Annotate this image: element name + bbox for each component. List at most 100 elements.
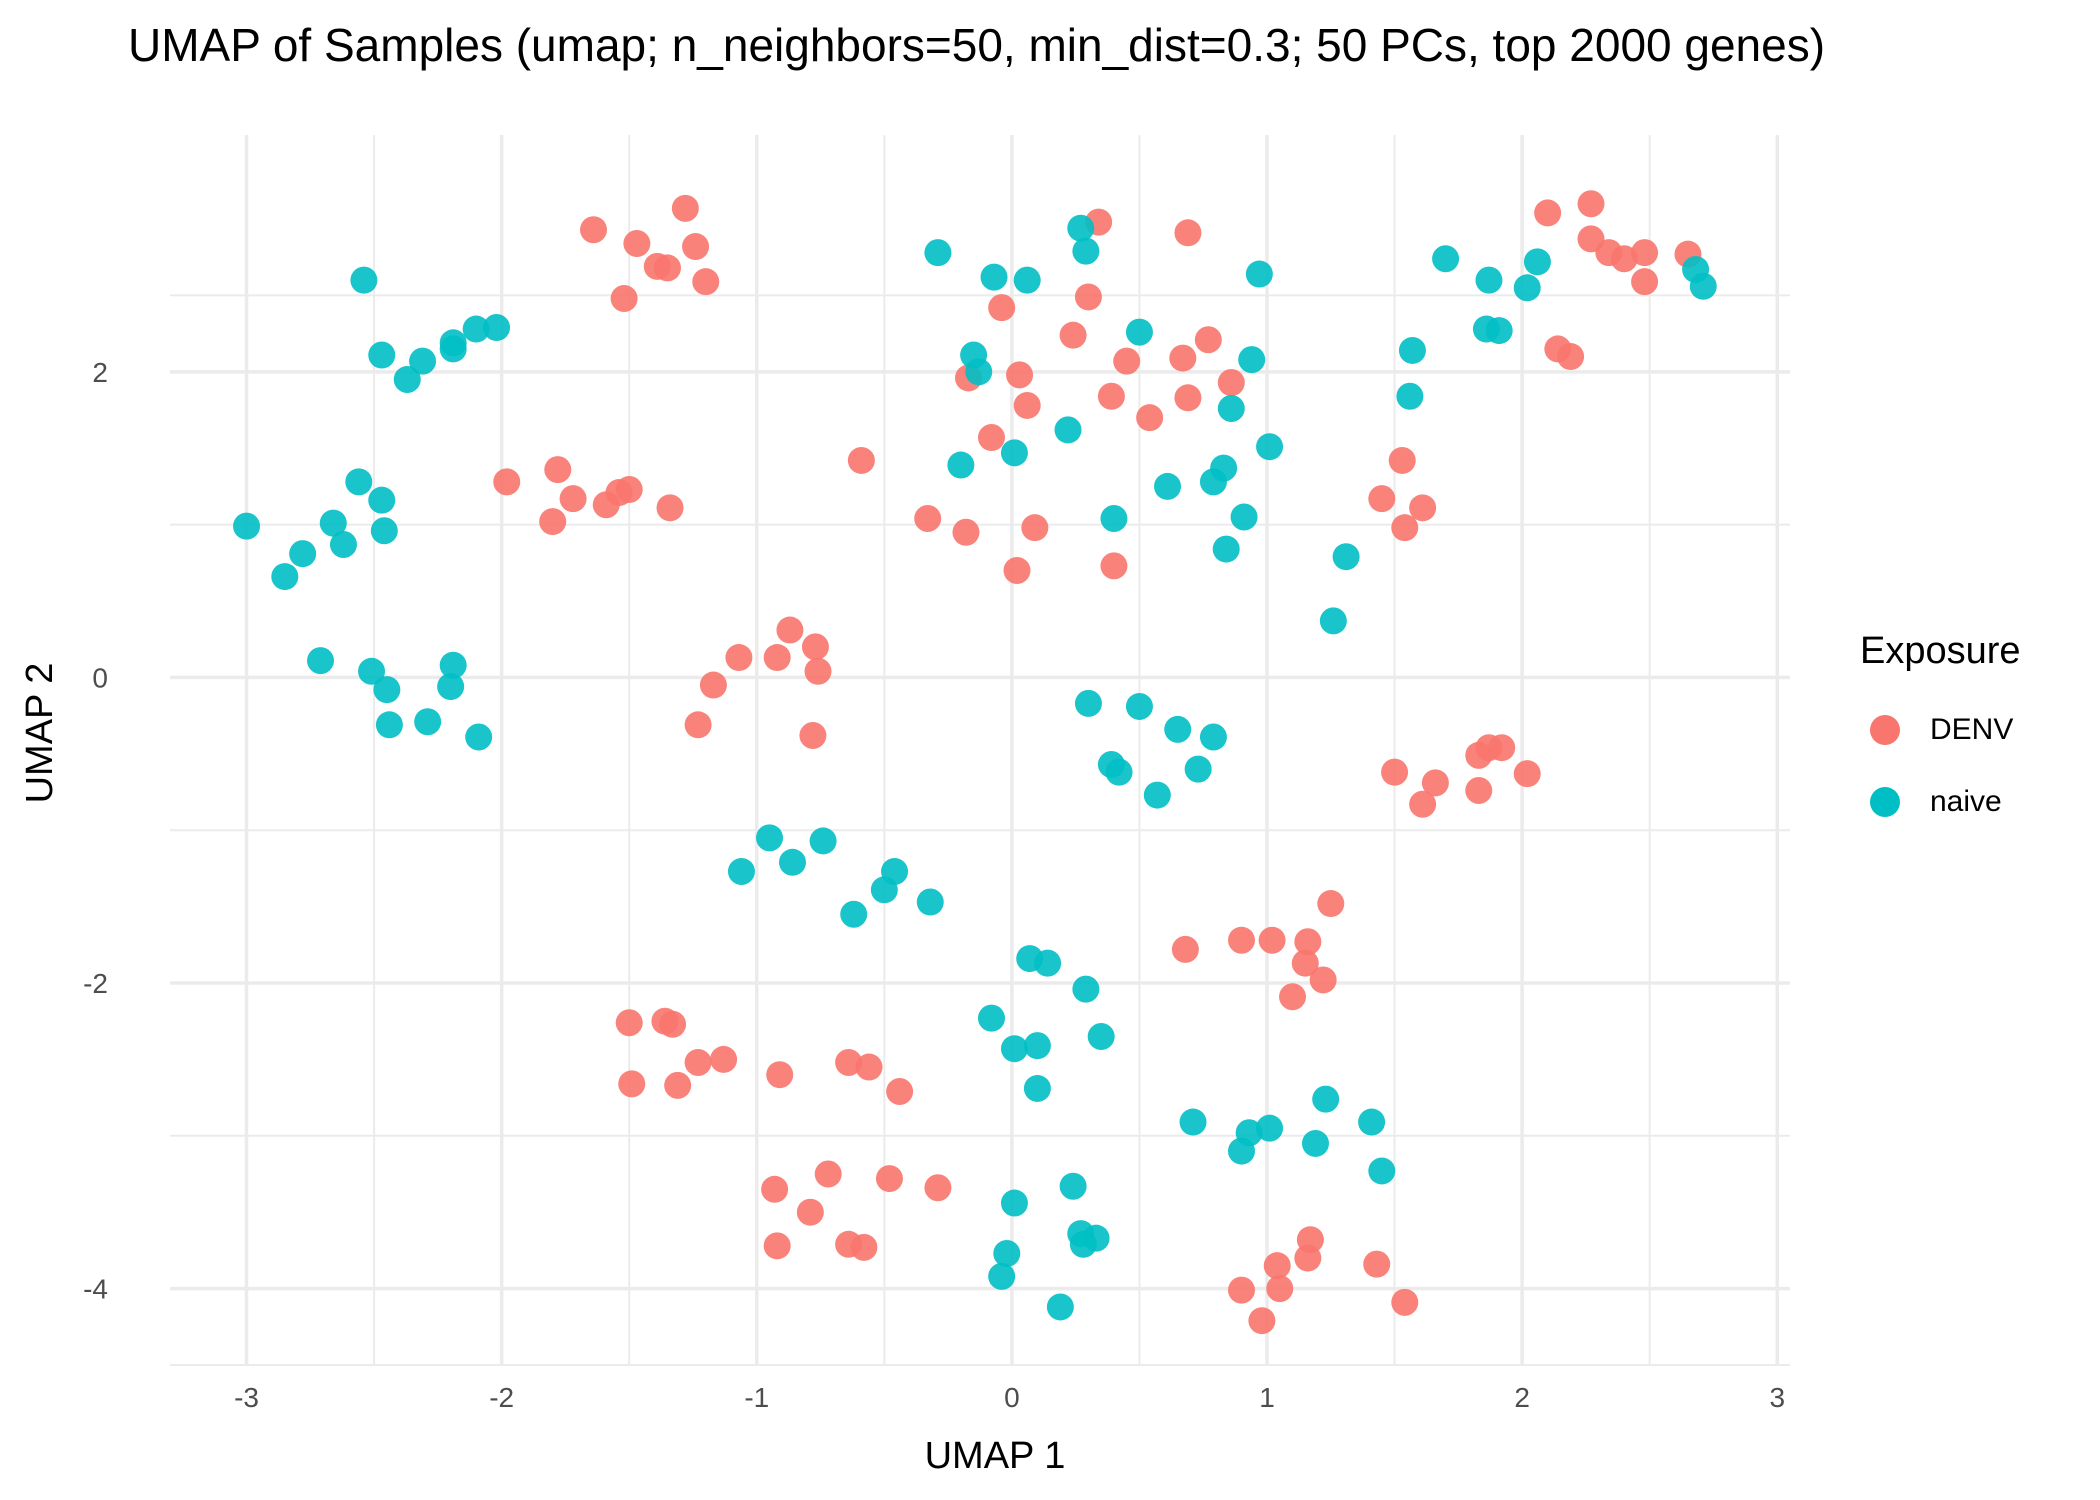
point-naive (1513, 274, 1541, 302)
point-naive (916, 888, 944, 916)
legend-item-naive: naive (1870, 777, 2002, 827)
point-naive (1238, 346, 1266, 374)
point-naive (977, 1004, 1005, 1032)
point-naive (370, 517, 398, 545)
point-denv (1174, 384, 1202, 412)
point-denv (835, 1048, 863, 1076)
point-denv (671, 194, 699, 222)
y-tick-label: 0 (92, 662, 108, 693)
point-naive (1154, 472, 1182, 500)
legend-swatch-naive (1870, 787, 1900, 817)
point-denv (952, 518, 980, 546)
point-naive (1072, 237, 1100, 265)
point-naive (1319, 607, 1347, 635)
point-denv (1097, 382, 1125, 410)
point-denv (559, 485, 587, 513)
y-axis-title: UMAP 2 (19, 663, 61, 804)
point-denv (1409, 790, 1437, 818)
point-denv (1258, 926, 1286, 954)
point-naive (1256, 433, 1284, 461)
legend-label-denv: DENV (1930, 713, 2014, 746)
point-denv (1113, 347, 1141, 375)
point-denv (725, 644, 753, 672)
point-naive (373, 676, 401, 704)
point-naive (1256, 1114, 1284, 1142)
point-naive (1034, 949, 1062, 977)
point-naive (271, 563, 299, 591)
point-denv (1368, 485, 1396, 513)
point-denv (1294, 928, 1322, 956)
point-naive (409, 347, 437, 375)
y-tick-label: 2 (92, 357, 108, 388)
point-naive (870, 876, 898, 904)
point-layer (233, 190, 1717, 1335)
point-naive (756, 824, 784, 852)
point-naive (1358, 1108, 1386, 1136)
legend-swatch-denv (1870, 715, 1900, 745)
point-denv (1513, 760, 1541, 788)
point-naive (809, 827, 837, 855)
point-denv (692, 268, 720, 296)
point-naive (1184, 755, 1212, 783)
point-naive (1013, 266, 1041, 294)
point-denv (682, 233, 710, 261)
legend-label-naive: naive (1930, 785, 2002, 818)
point-naive (1485, 317, 1513, 345)
point-denv (855, 1053, 883, 1081)
point-naive (1125, 318, 1153, 346)
point-denv (886, 1077, 914, 1105)
point-naive (1212, 535, 1240, 563)
point-denv (1194, 326, 1222, 354)
point-naive (1000, 439, 1028, 467)
point-denv (699, 671, 727, 699)
point-denv (1291, 949, 1319, 977)
point-naive (924, 239, 952, 267)
point-denv (539, 508, 567, 536)
point-denv (656, 494, 684, 522)
point-denv (1003, 556, 1031, 584)
point-denv (623, 229, 651, 257)
point-naive (483, 314, 511, 342)
point-denv (1296, 1226, 1324, 1254)
point-denv (684, 711, 712, 739)
point-naive (1199, 723, 1227, 751)
point-naive (462, 315, 490, 343)
point-naive (307, 647, 335, 675)
chart-title: UMAP of Samples (umap; n_neighbors=50, m… (128, 19, 1826, 71)
point-denv (618, 1070, 646, 1098)
point-denv (1074, 283, 1102, 311)
tick-layer: -3 -2 -1 0 1 2 3 -4 -2 0 2 (83, 357, 1785, 1413)
x-tick-label: 1 (1259, 1382, 1275, 1413)
point-naive (1082, 1224, 1110, 1252)
point-naive (947, 451, 975, 479)
point-denv (1488, 734, 1516, 762)
point-naive (980, 263, 1008, 291)
point-denv (1217, 369, 1245, 397)
point-denv (664, 1071, 692, 1099)
point-denv (615, 1009, 643, 1037)
point-denv (1021, 514, 1049, 542)
point-naive (1332, 543, 1360, 571)
point-naive (1074, 689, 1102, 717)
point-denv (914, 505, 942, 533)
point-naive (1210, 454, 1238, 482)
point-naive (345, 468, 373, 496)
point-naive (1100, 505, 1128, 533)
point-naive (350, 266, 378, 294)
point-denv (1248, 1307, 1276, 1335)
point-naive (1245, 260, 1273, 288)
point-denv (659, 1010, 687, 1038)
point-naive (1087, 1022, 1115, 1050)
point-denv (1174, 219, 1202, 247)
y-tick-label: -2 (83, 968, 108, 999)
point-denv (1227, 1276, 1255, 1304)
point-naive (1689, 272, 1717, 300)
point-denv (801, 633, 829, 661)
point-denv (610, 284, 638, 312)
point-denv (1227, 926, 1255, 954)
x-tick-label: -2 (489, 1382, 514, 1413)
point-naive (437, 673, 465, 701)
point-denv (796, 1198, 824, 1226)
point-denv (1391, 1288, 1419, 1316)
